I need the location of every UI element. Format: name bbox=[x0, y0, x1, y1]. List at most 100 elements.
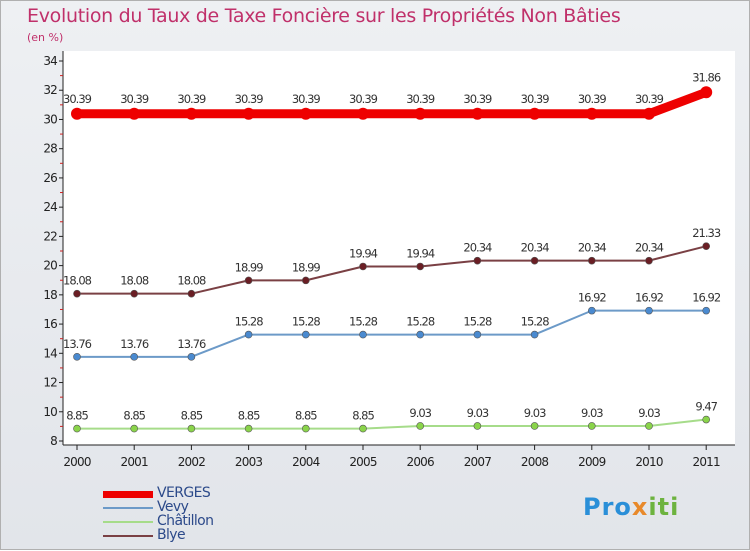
data-point-vevy bbox=[587, 306, 596, 315]
data-label-blye: 18.99 bbox=[292, 260, 321, 274]
series-line-verges bbox=[72, 87, 711, 119]
y-tick-label: 24 bbox=[43, 200, 57, 214]
data-point-vevy bbox=[187, 353, 196, 361]
data-point-vevy bbox=[702, 306, 711, 315]
data-point-verges bbox=[185, 107, 198, 120]
data-label-chatillon: 9.03 bbox=[638, 406, 660, 420]
data-point-vevy bbox=[645, 306, 653, 315]
data-point-blye bbox=[702, 242, 711, 250]
data-label-chatillon: 8.85 bbox=[66, 409, 88, 423]
data-point-verges bbox=[585, 107, 598, 120]
data-point-blye bbox=[473, 256, 482, 265]
data-label-blye: 18.08 bbox=[177, 274, 206, 288]
legend-swatch-chatillon bbox=[103, 521, 153, 523]
legend-swatch-blye bbox=[103, 535, 153, 537]
data-label-chatillon: 8.85 bbox=[352, 409, 374, 423]
y-tick-label: 28 bbox=[43, 142, 57, 156]
data-label-blye: 18.08 bbox=[63, 274, 92, 288]
data-point-verges bbox=[414, 107, 427, 120]
data-point-vevy bbox=[473, 330, 482, 339]
data-point-blye bbox=[187, 289, 196, 298]
data-point-verges bbox=[700, 86, 713, 99]
data-point-chatillon bbox=[359, 424, 367, 433]
x-tick-label: 2008 bbox=[521, 455, 549, 469]
y-tick-label: 34 bbox=[43, 54, 57, 68]
data-label-chatillon: 9.03 bbox=[524, 406, 546, 420]
legend-label-blye: Blye bbox=[157, 527, 186, 543]
data-label-blye: 20.34 bbox=[578, 241, 607, 255]
data-point-blye bbox=[530, 256, 539, 265]
data-point-chatillon bbox=[645, 422, 653, 430]
data-point-vevy bbox=[301, 330, 310, 339]
data-point-verges bbox=[528, 107, 541, 120]
x-tick-label: 2002 bbox=[178, 455, 206, 469]
y-tick-label: 22 bbox=[43, 229, 57, 243]
data-point-blye bbox=[301, 276, 310, 285]
data-label-chatillon: 9.03 bbox=[409, 406, 431, 420]
data-point-vevy bbox=[359, 330, 367, 339]
data-point-verges bbox=[643, 107, 655, 120]
data-label-vevy: 13.76 bbox=[177, 337, 206, 351]
data-label-vevy: 13.76 bbox=[63, 337, 92, 351]
data-label-vevy: 15.28 bbox=[292, 315, 321, 329]
data-point-blye bbox=[416, 262, 425, 271]
data-point-verges bbox=[128, 107, 141, 120]
legend-swatch-verges bbox=[103, 491, 153, 498]
data-label-vevy: 15.28 bbox=[406, 315, 435, 329]
y-tick-label: 30 bbox=[43, 112, 57, 126]
data-label-verges: 30.39 bbox=[635, 92, 664, 106]
data-label-blye: 20.34 bbox=[463, 241, 492, 255]
series-line-vevy bbox=[76, 309, 708, 358]
data-point-chatillon bbox=[73, 424, 81, 433]
x-tick-label: 2009 bbox=[578, 455, 606, 469]
data-point-chatillon bbox=[187, 424, 196, 433]
data-point-vevy bbox=[416, 330, 425, 339]
data-point-chatillon bbox=[702, 415, 711, 424]
data-point-chatillon bbox=[130, 424, 138, 433]
data-label-vevy: 16.92 bbox=[635, 291, 664, 305]
data-label-verges: 30.39 bbox=[292, 92, 321, 106]
data-label-chatillon: 8.85 bbox=[123, 409, 145, 423]
data-label-blye: 19.94 bbox=[406, 246, 435, 260]
data-label-blye: 18.08 bbox=[120, 274, 149, 288]
data-point-blye bbox=[645, 256, 653, 265]
data-label-verges: 30.39 bbox=[406, 92, 435, 106]
data-point-chatillon bbox=[473, 422, 482, 430]
x-tick-label: 2010 bbox=[635, 455, 663, 469]
y-tick-label: 10 bbox=[43, 405, 57, 419]
y-tick-label: 12 bbox=[43, 376, 57, 390]
data-label-verges: 30.39 bbox=[349, 92, 378, 106]
x-tick-label: 2003 bbox=[235, 455, 263, 469]
data-point-verges bbox=[71, 107, 83, 120]
logo-text-pro: Pro bbox=[583, 493, 632, 521]
data-label-blye: 20.34 bbox=[635, 241, 664, 255]
y-tick-label: 18 bbox=[43, 288, 57, 302]
x-tick-label: 2000 bbox=[63, 455, 91, 469]
data-label-chatillon: 8.85 bbox=[238, 409, 260, 423]
data-point-verges bbox=[242, 107, 255, 120]
data-label-vevy: 15.28 bbox=[463, 315, 492, 329]
data-point-chatillon bbox=[301, 424, 310, 433]
proxiti-logo[interactable]: Proxiti bbox=[583, 493, 679, 521]
data-point-blye bbox=[359, 262, 367, 271]
data-label-vevy: 16.92 bbox=[578, 291, 607, 305]
data-label-verges: 30.39 bbox=[63, 92, 92, 106]
data-point-blye bbox=[130, 289, 138, 298]
logo-text-iti: iti bbox=[648, 493, 680, 521]
data-point-verges bbox=[471, 107, 484, 120]
legend-label-verges: VERGES bbox=[157, 485, 211, 501]
data-label-blye: 18.99 bbox=[235, 260, 264, 274]
data-point-chatillon bbox=[587, 422, 596, 430]
x-tick-label: 2007 bbox=[464, 455, 492, 469]
x-tick-label: 2011 bbox=[693, 455, 721, 469]
y-tick-label: 32 bbox=[43, 83, 57, 97]
data-label-vevy: 15.28 bbox=[349, 315, 378, 329]
data-point-blye bbox=[244, 276, 253, 285]
x-tick-label: 2005 bbox=[349, 455, 377, 469]
data-label-vevy: 16.92 bbox=[692, 291, 721, 305]
data-point-vevy bbox=[73, 353, 81, 361]
data-label-verges: 30.39 bbox=[235, 92, 264, 106]
data-label-chatillon: 9.03 bbox=[467, 406, 489, 420]
unit-label: (en %) bbox=[27, 31, 64, 44]
data-point-chatillon bbox=[244, 424, 253, 433]
